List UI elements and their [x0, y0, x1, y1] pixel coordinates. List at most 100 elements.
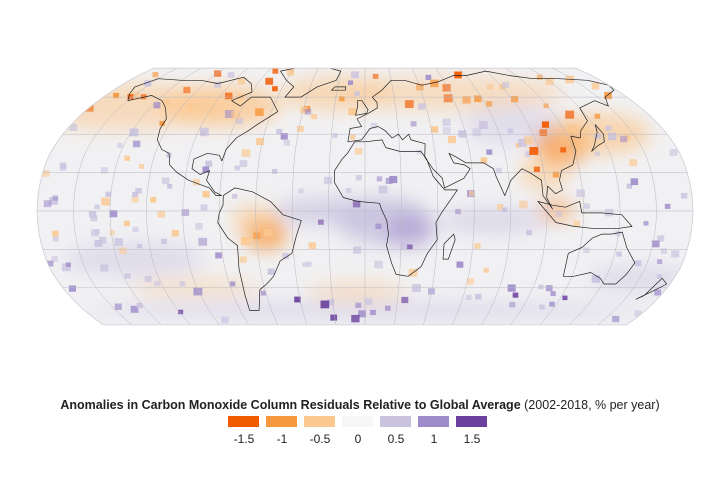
- anomaly-pixel: [101, 197, 111, 206]
- anomaly-pixel: [372, 73, 379, 79]
- anomaly-pixel: [555, 211, 563, 217]
- anomaly-pixel: [389, 175, 398, 184]
- anomaly-pixel: [410, 121, 417, 127]
- anomaly-pixel: [378, 185, 388, 194]
- anomaly-pixel: [454, 71, 462, 79]
- anomaly-pixel: [478, 120, 488, 129]
- anomaly-pixel: [214, 81, 222, 88]
- anomaly-pixel: [105, 191, 112, 197]
- anomaly-pixel: [131, 196, 139, 203]
- anomaly-pixel: [541, 121, 550, 128]
- legend-label-pos-1: 1: [430, 432, 438, 446]
- anomaly-pixel: [550, 291, 556, 296]
- anomaly-pixel: [132, 191, 138, 198]
- anomaly-pixel: [468, 190, 475, 196]
- anomaly-pixel: [375, 223, 382, 230]
- anomaly-pixel: [154, 280, 161, 287]
- anomaly-pixel: [573, 220, 581, 227]
- anomaly-pixel: [320, 300, 330, 309]
- anomaly-pixel: [656, 274, 662, 279]
- anomaly-pixel: [351, 314, 360, 323]
- anomaly-pixel: [560, 147, 567, 153]
- landmass-north-america: [127, 76, 279, 196]
- anomaly-pixel: [205, 160, 213, 167]
- anomaly-pixel: [129, 128, 139, 137]
- anomaly-pixel: [114, 303, 122, 310]
- anomaly-pixel: [630, 178, 639, 186]
- anomaly-pixel: [620, 135, 628, 143]
- anomaly-pixel: [462, 96, 471, 104]
- anomaly-pixel: [416, 149, 423, 155]
- legend-title: Anomalies in Carbon Monoxide Column Resi…: [60, 398, 521, 412]
- anomaly-pixel: [612, 315, 620, 323]
- anomaly-pixel: [140, 94, 147, 100]
- anomaly-pixel: [615, 230, 622, 237]
- anomaly-pixel: [159, 120, 165, 126]
- anomaly-pixel: [511, 95, 519, 103]
- anomaly-pixel: [330, 314, 338, 321]
- anomaly-pixel: [407, 244, 413, 250]
- anomaly-pixel: [496, 204, 504, 210]
- anomaly-pixel: [51, 256, 58, 262]
- anomaly-pixel: [576, 189, 586, 197]
- anomaly-pixel: [669, 148, 678, 156]
- legend-label-pos-0-5: 0.5: [387, 432, 405, 446]
- anomaly-pixel: [400, 242, 409, 250]
- anomaly-pixel: [91, 229, 99, 237]
- anomaly-pixel: [518, 138, 527, 147]
- anomaly-pixel: [486, 83, 494, 90]
- anomaly-pixel: [221, 316, 229, 324]
- anomaly-pixel: [371, 122, 378, 129]
- anomaly-pixel: [512, 292, 519, 298]
- anomaly-pixel: [294, 296, 301, 303]
- anomaly-pixel: [533, 166, 540, 173]
- anomaly-pixel: [138, 164, 145, 169]
- anomaly-pixel: [100, 264, 109, 272]
- anomaly-pixel: [311, 113, 318, 120]
- anomaly-pixel: [280, 133, 288, 140]
- anomaly-pixel: [300, 106, 308, 114]
- anomaly-pixel: [624, 134, 631, 141]
- legend-swatch-pos-0-5: [380, 416, 411, 427]
- legend-label-neg-0-5: -0.5: [309, 432, 331, 446]
- anomaly-pixel: [509, 301, 516, 308]
- anomaly-pixel: [486, 149, 493, 155]
- anomaly-pixel: [232, 193, 238, 199]
- anomaly-pixel: [326, 299, 335, 306]
- anomaly-pixel: [643, 221, 649, 226]
- anomaly-pixel: [144, 80, 152, 87]
- anomaly-pixel: [286, 68, 295, 76]
- anomaly-pixel: [458, 130, 467, 138]
- anomaly-pixel: [306, 261, 312, 267]
- anomaly-pixel: [350, 134, 356, 140]
- anomaly-pixel: [113, 92, 120, 99]
- anomaly-pixel: [46, 260, 54, 267]
- anomaly-pixel: [594, 133, 601, 140]
- anomaly-blob: [306, 281, 407, 302]
- anomaly-pixel: [404, 100, 414, 109]
- anomaly-pixel: [466, 278, 474, 285]
- landmass-europe-asia: [347, 70, 615, 210]
- landmass-japan: [591, 124, 605, 152]
- anomaly-pixel: [456, 261, 464, 268]
- anomaly-pixel: [354, 147, 363, 155]
- anomaly-pixel: [167, 184, 173, 189]
- anomaly-pixel: [181, 209, 190, 216]
- anomaly-pixel: [276, 128, 283, 135]
- anomaly-pixel: [495, 167, 502, 174]
- legend-caption: Anomalies in Carbon Monoxide Column Resi…: [0, 398, 720, 412]
- anomaly-pixel: [100, 167, 108, 174]
- anomaly-pixel: [98, 236, 107, 244]
- anomaly-pixel: [538, 284, 544, 290]
- anomaly-pixel: [339, 96, 345, 102]
- anomaly-blob: [63, 241, 206, 277]
- anomaly-pixel: [94, 240, 103, 247]
- anomaly-pixel: [442, 118, 451, 126]
- anomaly-pixel: [616, 251, 622, 257]
- anomaly-pixel: [545, 285, 553, 292]
- anomaly-pixel: [296, 125, 304, 133]
- anomaly-pixel: [109, 230, 115, 236]
- anomaly-pixel: [237, 77, 246, 85]
- anomaly-pixel: [384, 305, 391, 311]
- anomaly-pixel: [178, 309, 184, 315]
